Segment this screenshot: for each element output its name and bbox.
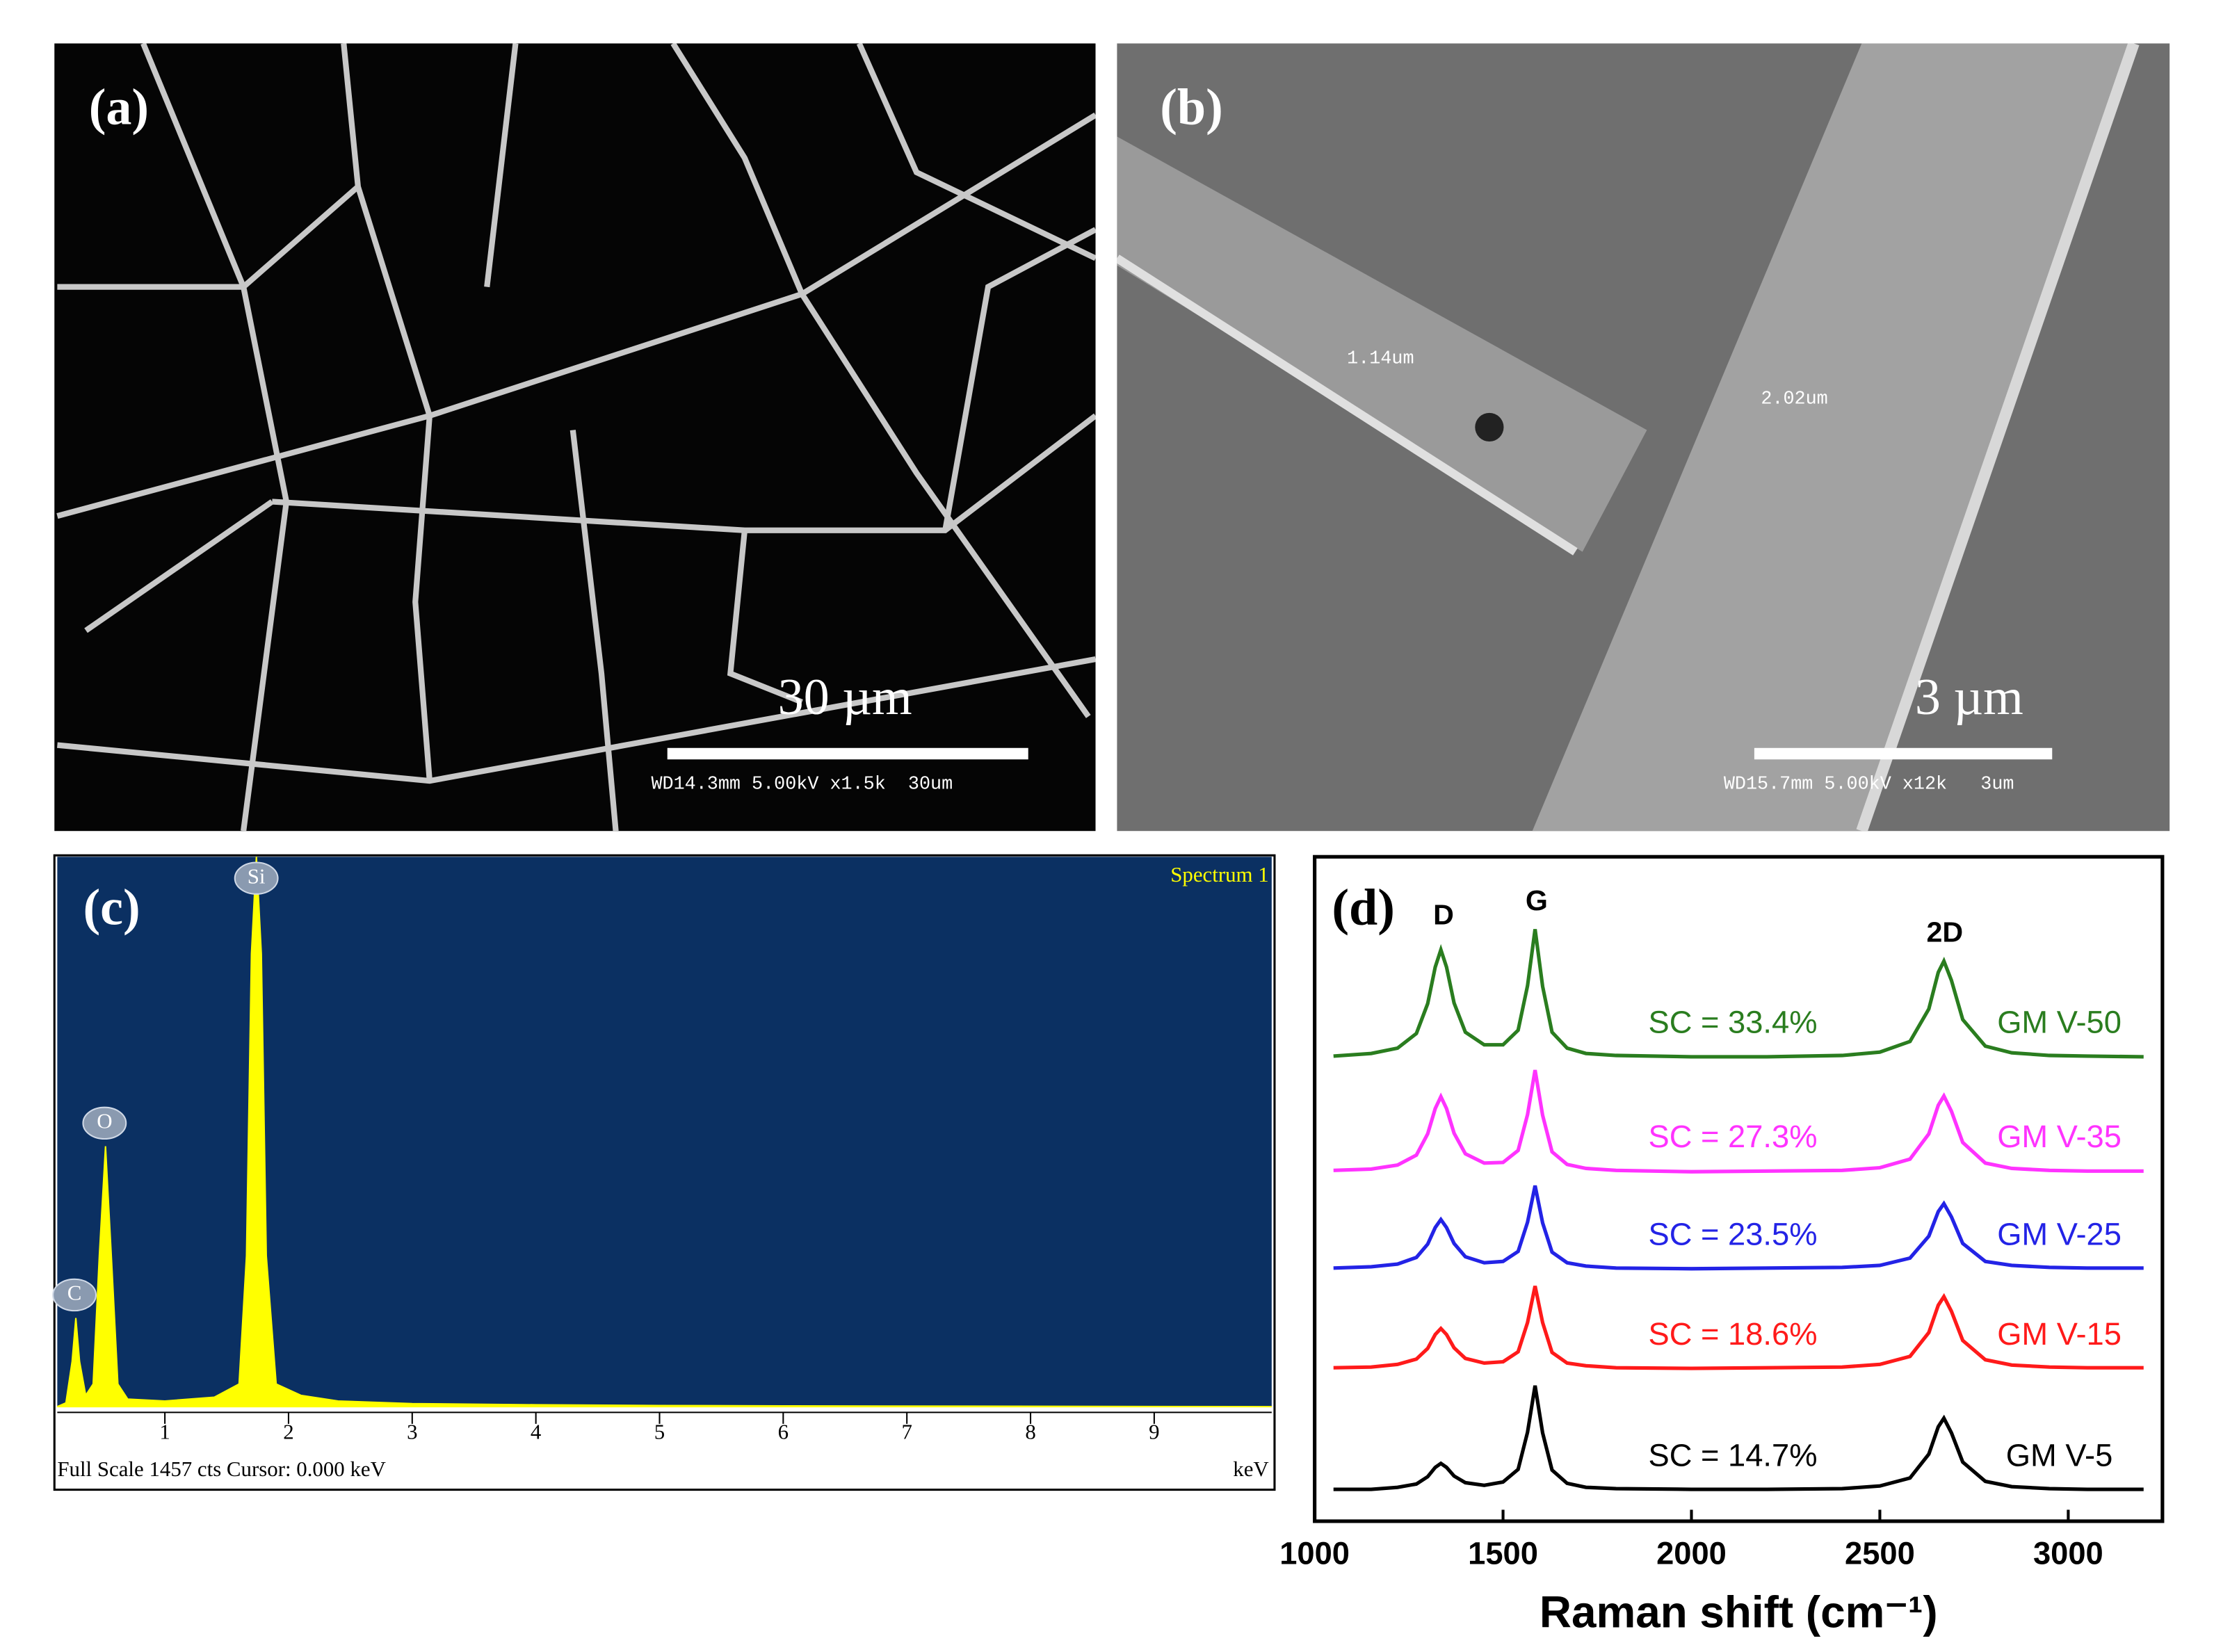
peak-badge bbox=[82, 1106, 127, 1140]
peak-badge bbox=[52, 1278, 97, 1312]
x-tick-label: 6 bbox=[778, 1419, 789, 1443]
legend-label: GM V-50 bbox=[1997, 1005, 2122, 1040]
peak-label: O bbox=[97, 1108, 112, 1133]
scale-bar-label: 30 µm bbox=[778, 669, 912, 726]
x-tick-label: 2 bbox=[283, 1419, 293, 1443]
annotation: SC = 23.5% bbox=[1649, 1216, 1818, 1252]
measurement: 1.14um bbox=[1347, 349, 1414, 370]
plot-area bbox=[57, 857, 1272, 1407]
x-tick-label: 2000 bbox=[1656, 1535, 1727, 1571]
sem-image-b: (b) 1.14um 2.02um 3 µm WD15.7mm 5.00kV x… bbox=[1117, 43, 2170, 832]
legend-label: GM V-35 bbox=[1997, 1119, 2122, 1154]
peak-label: Si bbox=[248, 864, 266, 888]
panel-label: (b) bbox=[1160, 79, 1223, 136]
spectrum-line bbox=[1333, 1185, 2144, 1271]
spectrum-area bbox=[56, 857, 1272, 1408]
sem-image-a: (a) 30 µm WD14.3mm 5.00kV x1.5k 30um bbox=[54, 43, 1096, 832]
x-tick-label: 3 bbox=[407, 1419, 417, 1443]
peak-badge bbox=[234, 861, 279, 895]
x-tick-label: 1000 bbox=[1279, 1535, 1350, 1571]
x-tick-label: 9 bbox=[1149, 1419, 1159, 1443]
sem-info: WD15.7mm 5.00kV x12k 3um bbox=[1724, 774, 2014, 795]
annotation: SC = 14.7% bbox=[1649, 1438, 1818, 1473]
sem-info: WD14.3mm 5.00kV x1.5k 30um bbox=[651, 774, 953, 795]
panel-label: (d) bbox=[1332, 880, 1395, 937]
annotation: SC = 18.6% bbox=[1649, 1316, 1818, 1352]
x-tick-label: 3000 bbox=[2033, 1535, 2103, 1571]
x-tick-label: 1500 bbox=[1468, 1535, 1538, 1571]
x-axis-label: keV bbox=[1233, 1457, 1268, 1481]
legend-label: GM V-25 bbox=[1997, 1216, 2122, 1252]
peak-label: 2D bbox=[1926, 916, 1963, 948]
x-tick-label: 7 bbox=[901, 1419, 912, 1443]
footer: Full Scale 1457 cts Cursor: 0.000 keV bbox=[57, 1457, 386, 1481]
legend-label: GM V-15 bbox=[1997, 1316, 2122, 1352]
x-tick-label: 8 bbox=[1025, 1419, 1035, 1443]
peak-label: G bbox=[1526, 884, 1548, 916]
scale-bar bbox=[667, 747, 1028, 760]
plot-frame bbox=[1313, 855, 2165, 1523]
x-tick-label: 2500 bbox=[1845, 1535, 1915, 1571]
legend-label: GM V-5 bbox=[2006, 1438, 2113, 1473]
peak-label: D bbox=[1433, 899, 1454, 931]
panel-label: (c) bbox=[83, 880, 140, 937]
spectrum-line bbox=[1333, 1286, 2144, 1370]
x-axis-label: Raman shift (cm⁻¹) bbox=[1540, 1587, 1938, 1637]
spectrum-line bbox=[1333, 929, 2144, 1059]
scale-bar bbox=[1754, 747, 2053, 760]
annotation: SC = 27.3% bbox=[1649, 1119, 1818, 1154]
panel-label: (a) bbox=[89, 79, 149, 136]
spectrum-line bbox=[1333, 1069, 2144, 1174]
chart-title: Spectrum 1 bbox=[1170, 862, 1269, 886]
scale-bar-label: 3 µm bbox=[1915, 669, 2023, 726]
measurement: 2.02um bbox=[1761, 389, 1827, 410]
x-tick-label: 4 bbox=[531, 1419, 541, 1443]
spectrum-line bbox=[1333, 1385, 2144, 1491]
peak-label: C bbox=[67, 1281, 82, 1305]
x-tick-label: 5 bbox=[654, 1419, 665, 1443]
annotation: SC = 33.4% bbox=[1649, 1005, 1818, 1040]
x-tick-label: 1 bbox=[159, 1419, 170, 1443]
